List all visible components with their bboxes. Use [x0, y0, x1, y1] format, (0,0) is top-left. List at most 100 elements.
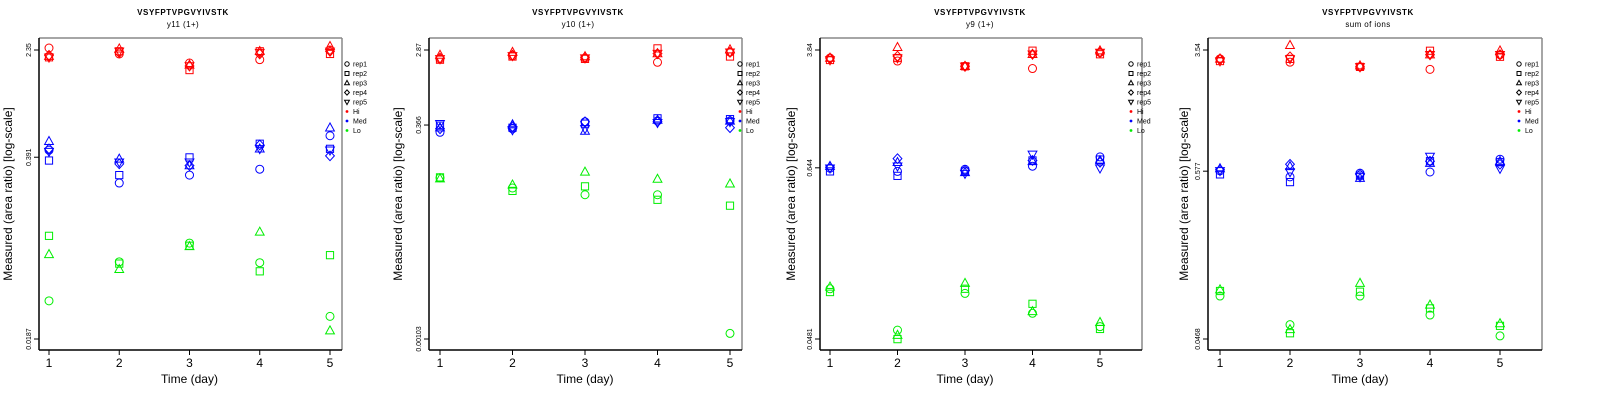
x-axis-label: Time (day) — [161, 372, 218, 386]
legend-item-lo: Lo — [738, 128, 754, 135]
point-med-day1-rep2 — [44, 156, 54, 165]
point-med-day2-rep5 — [114, 158, 125, 169]
dot-icon — [1129, 119, 1133, 123]
point-lo-day1-rep2 — [44, 231, 54, 240]
point-hi-day5-rep2 — [325, 49, 335, 59]
point-hi-day4-rep5 — [652, 49, 663, 60]
legend-item-rep3: rep3 — [736, 79, 760, 88]
y-tick-label: 0.0187 — [26, 328, 33, 350]
chart-subtitle: sum of ions — [1345, 20, 1390, 29]
x-tick-label: 1 — [437, 356, 444, 370]
x-axis-label: Time (day) — [557, 372, 614, 386]
point-med-day2-rep2 — [115, 170, 124, 180]
point-med-day3-rep5 — [959, 169, 971, 180]
x-tick-label: 4 — [1427, 356, 1434, 370]
point-med-day2-rep5 — [507, 126, 518, 136]
point-med-day1-rep2 — [825, 167, 835, 176]
triangle-down-icon — [1515, 99, 1523, 106]
point-hi-day1-rep5 — [824, 56, 836, 66]
point-hi-day4-rep5 — [254, 48, 265, 59]
triangle-down-icon — [736, 99, 744, 106]
point-med-day2-rep5 — [892, 162, 903, 173]
legend-label: Med — [1525, 119, 1539, 126]
legend-label: rep4 — [746, 90, 760, 97]
point-lo-day5-rep1 — [1495, 331, 1505, 341]
legend-item-rep5: rep5 — [736, 99, 760, 107]
x-tick-label: 5 — [327, 356, 334, 370]
point-lo-day2-rep2 — [508, 186, 517, 196]
point-lo-day5-rep3 — [324, 324, 336, 335]
point-hi-day4-rep2 — [1425, 46, 1435, 55]
legend-item-rep3: rep3 — [343, 79, 367, 88]
point-lo-day1-rep3 — [43, 248, 55, 259]
legend-item-rep2: rep2 — [1516, 71, 1539, 78]
point-hi-day2-rep4 — [1284, 51, 1296, 63]
point-lo-day3-rep2 — [580, 182, 590, 191]
square-icon — [1128, 71, 1134, 76]
y-axis-label: Measured (area ratio) [log-scale] — [1177, 107, 1191, 280]
y-tick-label: 2.35 — [26, 43, 33, 57]
point-lo-day5-rep1 — [325, 311, 335, 321]
legend-label: Hi — [1525, 109, 1532, 116]
square-icon — [344, 71, 350, 76]
point-med-day2-rep1 — [1285, 172, 1295, 182]
point-hi-day4-rep5 — [1424, 50, 1436, 61]
x-tick-label: 2 — [509, 356, 516, 370]
point-med-day1-rep5 — [824, 164, 836, 175]
point-hi-day2-rep4 — [892, 50, 903, 62]
point-lo-day2-rep2 — [893, 335, 902, 344]
legend-label: rep1 — [1137, 62, 1151, 69]
point-lo-day4-rep3 — [652, 173, 663, 183]
point-med-day2-rep4 — [507, 121, 518, 133]
legend-label: rep2 — [1137, 71, 1151, 78]
point-hi-day2-rep5 — [507, 52, 518, 62]
x-tick-label: 3 — [1357, 356, 1364, 370]
chart-panel-3: VSYFPTVPGVYIVSTK y9 (1+) 3.84 0.644 0.0481 1 2… — [784, 8, 1151, 386]
legend-label: rep4 — [353, 90, 367, 97]
point-hi-day4-rep3 — [254, 45, 265, 55]
legend-label: rep2 — [1525, 71, 1539, 78]
point-med-day5-rep5 — [1494, 164, 1506, 175]
point-hi-day3-rep5 — [184, 62, 195, 72]
data-points — [43, 40, 336, 335]
legend-item-rep1: rep1 — [344, 61, 367, 69]
point-med-day3-rep4 — [1354, 168, 1366, 180]
circle-icon — [1128, 61, 1134, 67]
x-tick-label: 3 — [582, 356, 589, 370]
point-med-day1-rep4 — [43, 143, 55, 155]
dot-icon — [1129, 129, 1133, 132]
point-hi-day2-rep3 — [892, 41, 903, 52]
legend-item-med: Med — [1517, 119, 1539, 126]
point-med-day2-rep1 — [114, 178, 124, 188]
point-lo-day4-rep2 — [255, 267, 264, 276]
point-lo-day2-rep3 — [1284, 323, 1296, 334]
legend-label: rep3 — [1525, 81, 1539, 88]
y-tick-label: 0.00103 — [416, 326, 423, 351]
point-med-day4-rep5 — [254, 145, 265, 155]
point-med-day2-rep1 — [893, 166, 902, 176]
x-tick-label: 5 — [1497, 356, 1504, 370]
point-hi-day5-rep3 — [1494, 44, 1506, 55]
legend: rep1 rep2 rep3 rep4 rep5 Hi Med Lo — [736, 61, 760, 135]
point-hi-day4-rep2 — [653, 44, 662, 53]
point-med-day2-rep2 — [893, 171, 902, 180]
legend-item-hi: Hi — [1517, 109, 1532, 116]
y-tick-label: 0.0468 — [1195, 328, 1202, 350]
point-med-day1-rep4 — [434, 123, 446, 135]
square-icon — [1516, 71, 1522, 76]
circle-icon — [1516, 61, 1522, 67]
legend-label: rep5 — [746, 100, 760, 107]
dot-icon — [345, 129, 349, 132]
chart-title: VSYFPTVPGVYIVSTK — [934, 8, 1026, 17]
point-med-day4-rep4 — [254, 139, 265, 151]
y-tick-label: 0.391 — [26, 148, 33, 166]
point-med-day5-rep5 — [324, 146, 336, 157]
point-med-day3-rep4 — [959, 164, 971, 176]
point-lo-day2-rep3 — [892, 329, 903, 339]
point-med-day2-rep4 — [892, 153, 903, 165]
point-med-day3-rep5 — [1354, 173, 1366, 183]
x-tick-label: 2 — [894, 356, 901, 370]
point-hi-day3-rep3 — [959, 60, 971, 70]
point-lo-day4-rep2 — [653, 195, 662, 204]
chart-title: VSYFPTVPGVYIVSTK — [532, 8, 624, 17]
